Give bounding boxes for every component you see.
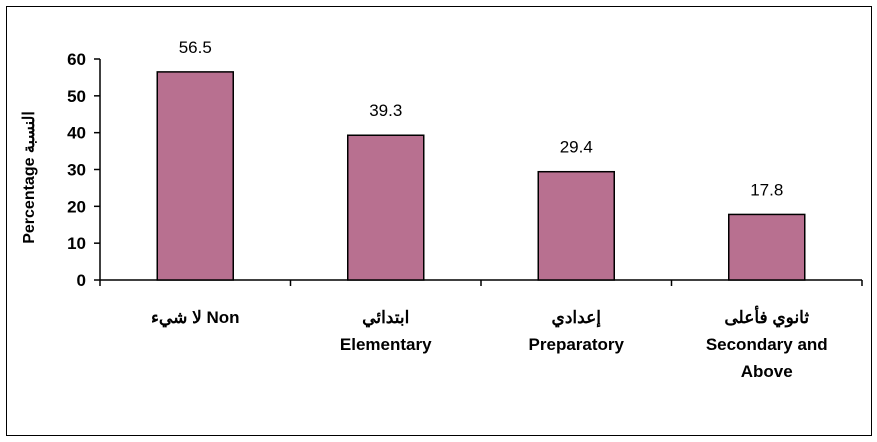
x-category-label: إعدادي [552,308,602,328]
y-tick-label: 30 [67,161,86,180]
x-category-label: ثانوي فأعلى [724,304,809,328]
bar [347,134,425,281]
x-category-label: Preparatory [529,335,625,354]
x-category-label: لا شيء Non [151,308,240,328]
y-axis-title: Percentage النسبة [21,111,38,244]
bar [537,170,615,281]
x-category-label: ابتدائي [362,308,409,328]
y-tick-label: 20 [67,197,86,216]
y-tick-label: 10 [67,234,86,253]
x-category-label: Elementary [340,335,432,354]
y-tick-label: 60 [67,50,86,69]
bar [728,213,806,281]
bar [156,71,234,281]
chart-frame [6,6,872,436]
x-category-label: Secondary and [706,335,828,354]
bar-value-label: 29.4 [560,138,593,157]
y-tick-label: 40 [67,124,86,143]
x-category-label: Above [741,362,793,381]
y-tick-label: 50 [67,87,86,106]
bar-value-label: 39.3 [369,101,402,120]
bar-value-label: 56.5 [179,38,212,57]
bar-value-label: 17.8 [750,180,783,199]
y-tick-label: 0 [77,271,86,290]
